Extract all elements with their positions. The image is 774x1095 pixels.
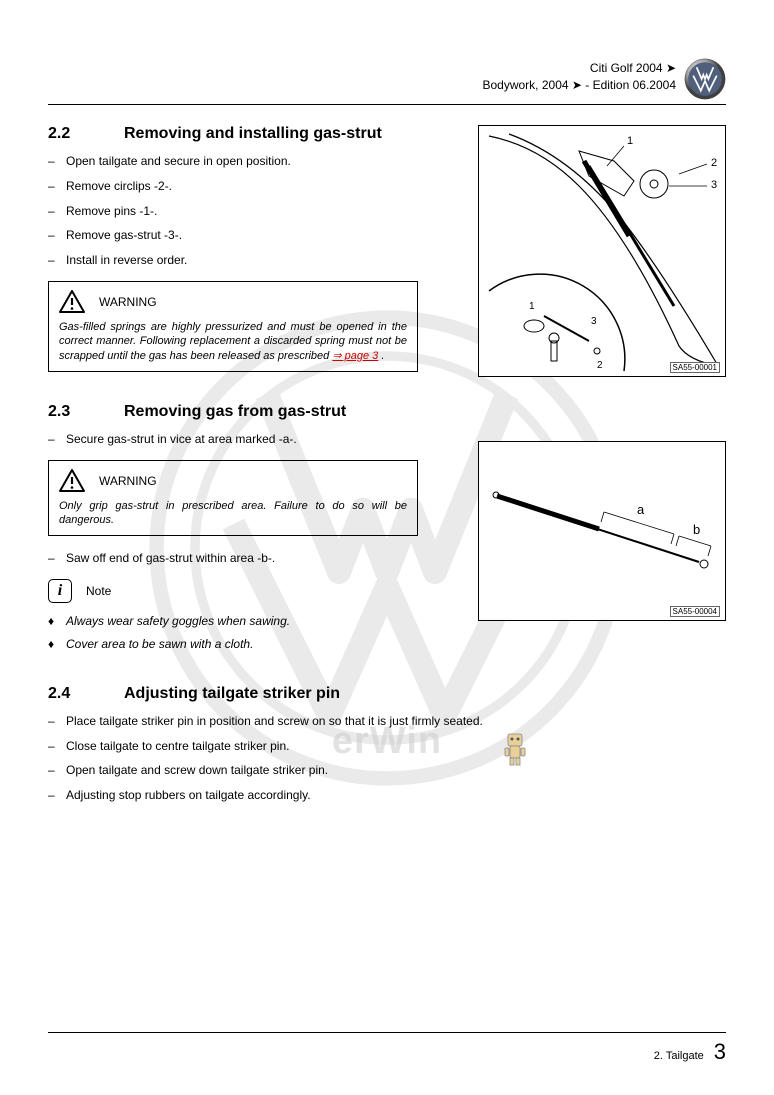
step-item: Adjusting stop rubbers on tailgate accor… (48, 787, 528, 804)
page-footer: 2. Tailgate 3 (48, 1032, 726, 1065)
warning-box: WARNING Gas-filled springs are highly pr… (48, 281, 418, 372)
warning-after: . (378, 350, 384, 362)
step-item: Remove gas-strut -3-. (48, 227, 428, 244)
section-number: 2.4 (48, 685, 124, 703)
page-header: Citi Golf 2004 ➤ Bodywork, 2004 ➤ - Edit… (48, 60, 726, 105)
step-item: Close tailgate to centre tailgate strike… (48, 738, 528, 755)
step-list: Place tailgate striker pin in position a… (48, 713, 528, 804)
step-item: Open tailgate and secure in open positio… (48, 153, 428, 170)
svg-text:3: 3 (591, 316, 597, 327)
step-list: Secure gas-strut in vice at area marked … (48, 431, 428, 448)
section-number: 2.2 (48, 125, 124, 143)
step-item: Secure gas-strut in vice at area marked … (48, 431, 428, 448)
page-link[interactable]: ⇒ page 3 (332, 350, 378, 362)
figure-label: SA55-00001 (670, 362, 720, 373)
figure-gas-strut: 1 2 3 3 1 2 SA55-00001 (478, 125, 726, 377)
svg-text:3: 3 (711, 179, 717, 191)
note-list: Always wear safety goggles when sawing. … (48, 613, 428, 653)
header-line1: Citi Golf 2004 ➤ (482, 60, 676, 77)
step-list: Open tailgate and secure in open positio… (48, 153, 428, 269)
warning-icon (59, 290, 85, 314)
footer-section: 2. Tailgate (654, 1050, 704, 1062)
step-item: Saw off end of gas-strut within area -b-… (48, 550, 428, 567)
svg-text:b: b (693, 522, 700, 537)
note-header: i Note (48, 579, 428, 603)
svg-text:2: 2 (597, 360, 603, 371)
note-item: Always wear safety goggles when sawing. (48, 613, 428, 630)
section-number: 2.3 (48, 403, 124, 421)
footer-page-number: 3 (714, 1039, 726, 1065)
warning-text: Gas-filled springs are highly pressurize… (59, 320, 407, 363)
figure-label: SA55-00004 (670, 606, 720, 617)
section-2-2: 1 2 3 3 1 2 SA55-00001 (48, 125, 726, 377)
figure-gas-removal: a b SA55-00004 (478, 441, 726, 621)
step-item: Remove pins -1-. (48, 203, 428, 220)
section-title: Removing gas from gas-strut (124, 403, 346, 421)
warning-box: WARNING Only grip gas-strut in prescribe… (48, 460, 418, 537)
svg-text:a: a (637, 502, 645, 517)
step-list: Saw off end of gas-strut within area -b-… (48, 550, 428, 567)
warning-label: WARNING (99, 474, 157, 488)
section-title: Removing and installing gas-strut (124, 125, 382, 143)
warning-label: WARNING (99, 295, 157, 309)
warning-icon (59, 469, 85, 493)
section-2-4: 2.4 Adjusting tailgate striker pin Place… (48, 685, 726, 812)
svg-text:2: 2 (711, 157, 717, 169)
note-item: Cover area to be sawn with a cloth. (48, 636, 428, 653)
info-icon: i (48, 579, 72, 603)
step-item: Place tailgate striker pin in position a… (48, 713, 528, 730)
svg-text:1: 1 (529, 301, 535, 312)
section-2-3: a b SA55-00004 2.3 Removing gas from gas… (48, 403, 726, 659)
note-label: Note (86, 584, 111, 598)
step-item: Open tailgate and screw down tailgate st… (48, 762, 528, 779)
section-title: Adjusting tailgate striker pin (124, 685, 340, 703)
warning-text: Only grip gas-strut in prescribed area. … (59, 499, 407, 528)
svg-text:1: 1 (627, 135, 633, 147)
step-item: Install in reverse order. (48, 252, 428, 269)
vw-logo-icon (684, 58, 726, 100)
step-item: Remove circlips -2-. (48, 178, 428, 195)
header-line2: Bodywork, 2004 ➤ - Edition 06.2004 (482, 77, 676, 94)
